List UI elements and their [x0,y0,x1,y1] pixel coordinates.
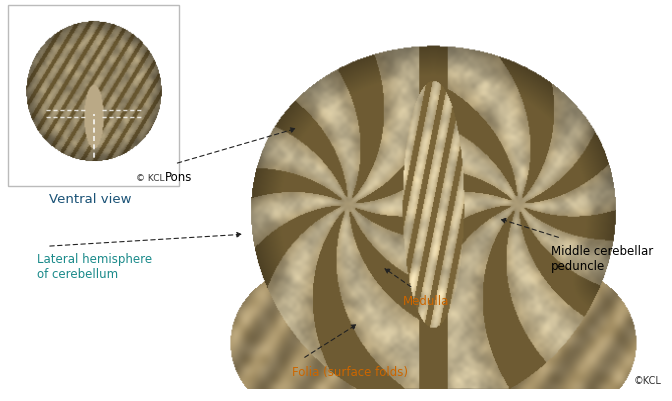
Text: Middle cerebellar
peduncle: Middle cerebellar peduncle [551,245,653,273]
Text: Medulla: Medulla [403,295,450,308]
Text: Folia (surface folds): Folia (surface folds) [292,365,409,378]
Text: ©KCL: ©KCL [634,375,662,385]
Text: Pons: Pons [165,170,192,183]
Bar [8,6,179,186]
Text: © KCL: © KCL [136,174,165,182]
Text: Ventral view: Ventral view [50,192,132,205]
Text: Lateral hemisphere
of cerebellum: Lateral hemisphere of cerebellum [37,253,152,281]
